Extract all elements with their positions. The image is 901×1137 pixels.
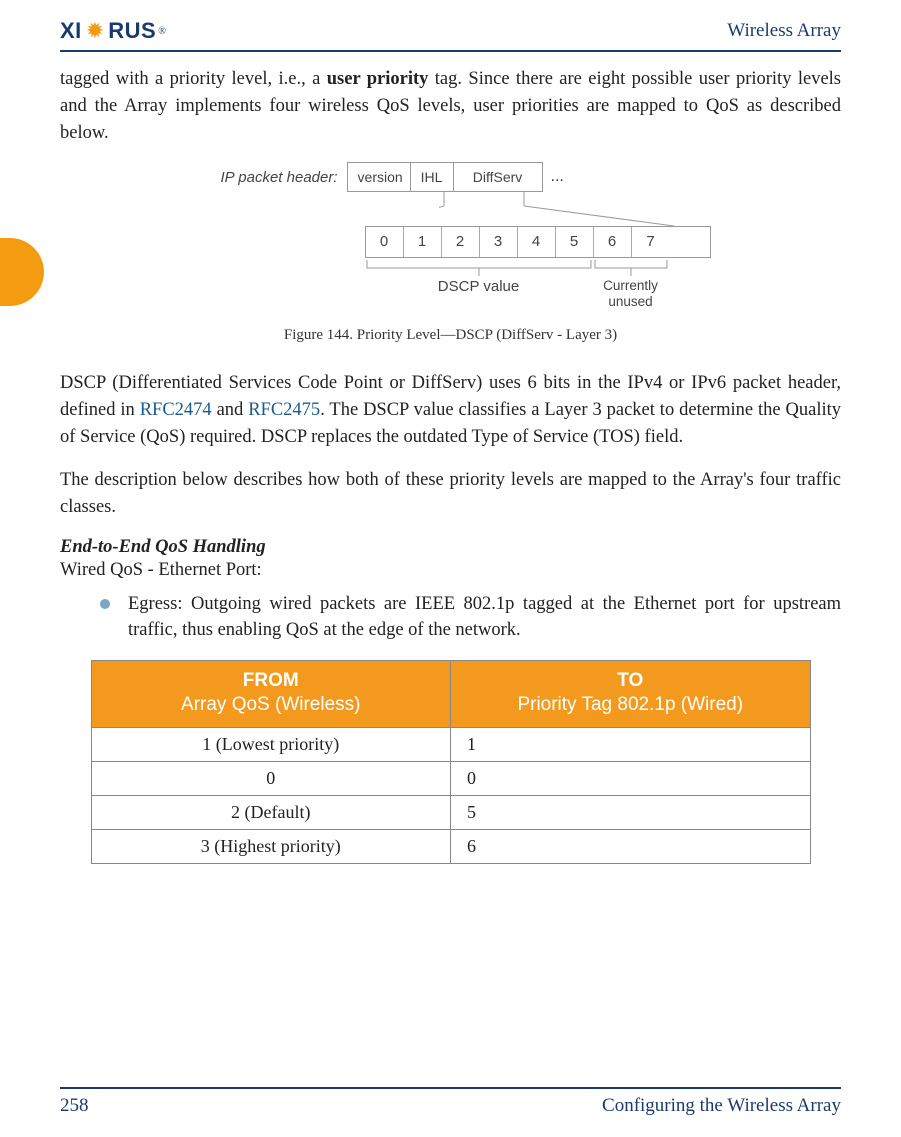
- cell-to: 5: [451, 795, 811, 829]
- paragraph-2: DSCP (Differentiated Services Code Point…: [60, 370, 841, 450]
- unused-l1: Currently: [603, 278, 658, 293]
- subheading-qos: End-to-End QoS Handling: [60, 537, 841, 558]
- cell-to: 0: [451, 761, 811, 795]
- header-boxes: version IHL DiffServ: [348, 162, 543, 192]
- logo-burst-icon: ✹: [84, 20, 106, 42]
- connector-lines-icon: [439, 192, 699, 232]
- header-box-diffserv: DiffServ: [453, 162, 543, 192]
- th-from-bot: Array QoS (Wireless): [98, 693, 445, 717]
- diagram-connector: [439, 192, 711, 226]
- unused-l2: unused: [608, 294, 652, 309]
- table-row: 1 (Lowest priority) 1: [91, 727, 810, 761]
- table-row: 0 0: [91, 761, 810, 795]
- table-header-row: FROM Array QoS (Wireless) TO Priority Ta…: [91, 661, 810, 728]
- document-page: XI ✹ RUS ® Wireless Array tagged with a …: [0, 0, 901, 1137]
- p1-pre: tagged with a priority level, i.e., a: [60, 69, 327, 89]
- paragraph-1: tagged with a priority level, i.e., a us…: [60, 66, 841, 146]
- currently-unused-label: Currently unused: [593, 278, 669, 309]
- header-box-version: version: [347, 162, 411, 192]
- header-ellipsis: ...: [543, 168, 564, 186]
- cell-to: 1: [451, 727, 811, 761]
- under-labels: DSCP value Currently unused: [365, 278, 711, 309]
- table-row: 2 (Default) 5: [91, 795, 810, 829]
- cell-to: 6: [451, 829, 811, 863]
- logo-text-left: XI: [60, 18, 82, 44]
- xirrus-logo: XI ✹ RUS ®: [60, 18, 166, 44]
- bit-0: 0: [366, 227, 404, 257]
- th-from: FROM Array QoS (Wireless): [91, 661, 451, 728]
- bullet-dot-icon: [100, 599, 110, 609]
- dscp-value-label: DSCP value: [365, 278, 593, 309]
- header-box-ihl: IHL: [410, 162, 454, 192]
- page-header: XI ✹ RUS ® Wireless Array: [60, 18, 841, 52]
- th-to-top: TO: [457, 669, 804, 693]
- cell-from: 3 (Highest priority): [91, 829, 451, 863]
- qos-mapping-table: FROM Array QoS (Wireless) TO Priority Ta…: [91, 660, 811, 864]
- ip-header-label: IP packet header:: [221, 169, 338, 186]
- diagram-header-row: IP packet header: version IHL DiffServ .…: [221, 162, 711, 192]
- footer-section: Configuring the Wireless Array: [602, 1095, 841, 1117]
- p2-mid: and: [212, 400, 249, 420]
- p1-bold: user priority: [327, 69, 429, 89]
- wired-qos-line: Wired QoS - Ethernet Port:: [60, 560, 841, 581]
- dscp-diagram: IP packet header: version IHL DiffServ .…: [191, 162, 711, 309]
- cell-from: 2 (Default): [91, 795, 451, 829]
- under-brackets: [365, 258, 711, 278]
- rfc2474-link[interactable]: RFC2474: [140, 400, 212, 420]
- doc-section-title: Wireless Array: [727, 20, 841, 42]
- page-number: 258: [60, 1095, 89, 1117]
- page-footer: 258 Configuring the Wireless Array: [60, 1087, 841, 1117]
- page-thumb-tab: [0, 238, 44, 306]
- th-to: TO Priority Tag 802.1p (Wired): [451, 661, 811, 728]
- table-row: 3 (Highest priority) 6: [91, 829, 810, 863]
- bracket-lines-icon: [365, 258, 675, 278]
- paragraph-3: The description below describes how both…: [60, 467, 841, 521]
- logo-text-right: RUS: [108, 18, 156, 44]
- rfc2475-link[interactable]: RFC2475: [248, 400, 320, 420]
- logo-registered: ®: [158, 26, 166, 37]
- th-from-top: FROM: [98, 669, 445, 693]
- bullet-text: Egress: Outgoing wired packets are IEEE …: [128, 591, 841, 645]
- cell-from: 1 (Lowest priority): [91, 727, 451, 761]
- bullet-item-egress: Egress: Outgoing wired packets are IEEE …: [100, 591, 841, 645]
- figure-caption: Figure 144. Priority Level—DSCP (DiffSer…: [60, 327, 841, 344]
- th-to-bot: Priority Tag 802.1p (Wired): [457, 693, 804, 717]
- cell-from: 0: [91, 761, 451, 795]
- bit-1: 1: [404, 227, 442, 257]
